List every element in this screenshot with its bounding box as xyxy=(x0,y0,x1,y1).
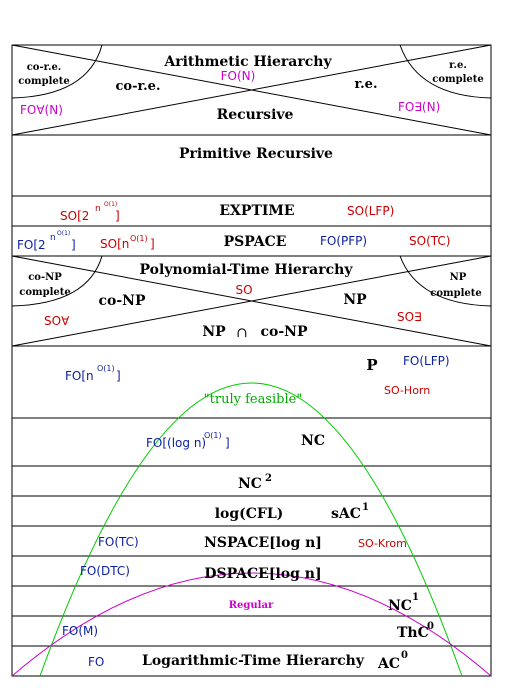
thc0-exp: 0 xyxy=(427,621,434,632)
fo2-exp: O(1) xyxy=(57,230,70,237)
son-exp: O(1) xyxy=(130,234,148,243)
fo-log-n-label: FO[(log n) O(1) ] xyxy=(146,431,230,450)
so-label: SO xyxy=(235,283,252,297)
ac0-label: AC 0 xyxy=(377,650,408,672)
so-forall-label: SO∀ xyxy=(44,314,70,328)
nc2-label: NC 2 xyxy=(238,473,272,492)
separator-lines xyxy=(12,134,491,647)
fo-label: FO xyxy=(88,655,104,669)
ph-diagonal-up xyxy=(11,255,492,347)
sac1-label: sAC 1 xyxy=(331,502,369,522)
nspace-label: NSPACE[log n] xyxy=(204,535,322,551)
ac0-exp: 0 xyxy=(401,650,408,661)
so2-close: ] xyxy=(115,209,120,223)
fo-2-n-label: FO[2 n O(1) ] xyxy=(17,230,76,252)
np-complete-line2: complete xyxy=(430,288,481,299)
nc2-exp: 2 xyxy=(265,473,272,484)
so-2-n-label: SO[2 n O(1) ] xyxy=(60,201,120,223)
thc0-base: ThC xyxy=(397,625,429,641)
fo-forall-n-label: FO∀(N) xyxy=(20,103,63,117)
np-intersect-right: co-NP xyxy=(261,324,308,340)
pspace-label: PSPACE xyxy=(224,234,287,250)
exptime-label: EXPTIME xyxy=(219,203,294,219)
so2-n: n xyxy=(95,204,101,214)
logcfl-label: log(CFL) xyxy=(215,506,284,522)
ph-label: Polynomial-Time Hierarchy xyxy=(140,262,354,278)
fo-dtc-label: FO(DTC) xyxy=(80,564,130,578)
outer-frame xyxy=(11,44,492,677)
so-horn-label: SO-Horn xyxy=(384,384,430,397)
co-re-complete-line1: co-r.e. xyxy=(27,62,62,73)
fo-tc-label: FO(TC) xyxy=(98,535,139,549)
so2-exp: O(1) xyxy=(104,201,117,208)
np-label: NP xyxy=(343,292,367,308)
re-complete-line2: complete xyxy=(432,74,483,85)
fo-pfp-label: FO(PFP) xyxy=(320,234,367,248)
nc1-label: NC 1 xyxy=(388,592,419,614)
nc-label: NC xyxy=(301,433,325,449)
np-complete-line1: NP xyxy=(450,272,467,283)
fo-lfp-label: FO(LFP) xyxy=(403,354,450,368)
re-complete-arc xyxy=(399,44,492,99)
so-tc-label: SO(TC) xyxy=(409,234,450,248)
fon-base: FO[n xyxy=(65,369,94,383)
sac1-base: sAC xyxy=(331,506,361,522)
nc1-exp: 1 xyxy=(412,592,419,603)
np-complete-arc xyxy=(399,255,492,307)
ac0-base: AC xyxy=(377,656,400,672)
sac1-exp: 1 xyxy=(362,502,369,513)
np-intersect-left: NP xyxy=(202,324,226,340)
nc2-base: NC xyxy=(238,476,262,492)
recursive-label: Recursive xyxy=(217,107,294,123)
co-re-label: co-r.e. xyxy=(116,79,161,94)
arith-hierarchy-label: Arithmetic Hierarchy xyxy=(163,54,332,70)
so-n-label: SO[n O(1) ] xyxy=(100,234,155,251)
folog-exp: O(1) xyxy=(204,431,222,440)
so-lfp-label: SO(LFP) xyxy=(347,204,394,218)
so-krom-label: SO-Krom xyxy=(358,537,407,550)
fo2-close: ] xyxy=(71,238,76,252)
conp-complete-arc xyxy=(11,255,103,307)
co-re-complete-arc xyxy=(11,44,103,99)
thc0-label: ThC 0 xyxy=(397,621,434,641)
son-close: ] xyxy=(150,237,155,251)
conp-label: co-NP xyxy=(99,293,146,309)
truly-feasible-curve xyxy=(39,382,463,677)
conp-complete-line1: co-NP xyxy=(28,272,62,283)
p-label: P xyxy=(366,356,377,374)
regular-curve xyxy=(11,572,492,677)
folog-base: FO[(log n) xyxy=(146,436,206,450)
primitive-recursive-label: Primitive Recursive xyxy=(179,146,333,162)
so-exists-label: SO∃ xyxy=(397,310,422,324)
regular-label: Regular xyxy=(229,600,274,611)
nc1-base: NC xyxy=(388,598,412,614)
fon-exp: O(1) xyxy=(97,364,115,373)
conp-complete-line2: complete xyxy=(19,287,70,298)
son-base: SO[n xyxy=(100,237,129,251)
re-complete-line1: r.e. xyxy=(449,60,467,71)
truly-feasible-label: "truly feasible" xyxy=(204,392,303,407)
lth-label: Logarithmic-Time Hierarchy xyxy=(142,653,365,669)
fo-exists-n-label: FO∃(N) xyxy=(398,100,440,114)
so2-base: SO[2 xyxy=(60,209,89,223)
intersection-symbol: ∩ xyxy=(236,325,248,341)
folog-close: ] xyxy=(225,436,230,450)
fo-n-label: FO(N) xyxy=(221,69,256,83)
arith-diagonal-up xyxy=(11,44,492,136)
fo-m-label: FO(M) xyxy=(62,624,98,638)
dspace-label: DSPACE[log n] xyxy=(204,566,321,582)
fo-n-poly-label: FO[n O(1) ] xyxy=(65,364,121,383)
re-label: r.e. xyxy=(355,77,378,92)
fo2-base: FO[2 xyxy=(17,238,46,252)
fon-close: ] xyxy=(116,369,121,383)
co-re-complete-line2: complete xyxy=(18,76,69,87)
fo2-n: n xyxy=(50,233,56,243)
